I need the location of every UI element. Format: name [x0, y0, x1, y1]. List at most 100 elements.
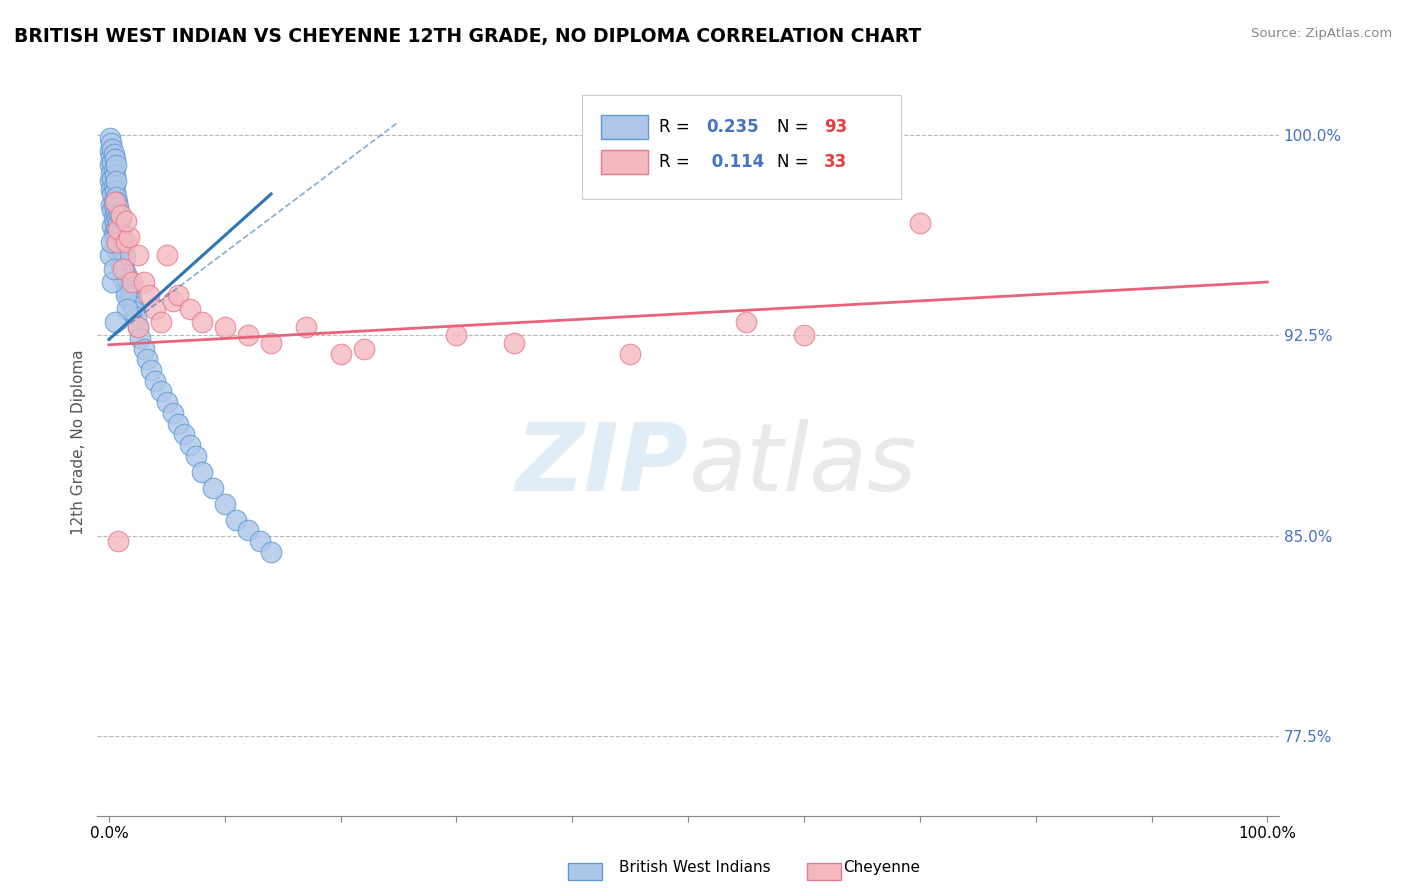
FancyBboxPatch shape: [600, 150, 648, 174]
Text: 33: 33: [824, 153, 848, 171]
Point: [111, 240, 134, 254]
Point: [117, 229, 139, 244]
Point: [111, 251, 134, 265]
Point: [111, 256, 134, 270]
Point: [103, 227, 125, 241]
Text: 0.235: 0.235: [706, 118, 758, 136]
Point: [104, 194, 127, 209]
Point: [104, 232, 127, 246]
Point: [446, 328, 468, 343]
Point: [108, 205, 131, 219]
Point: [139, 363, 162, 377]
Point: [249, 533, 271, 548]
Point: [127, 320, 149, 334]
Text: N =: N =: [776, 118, 814, 136]
Point: [353, 342, 375, 356]
Point: [105, 194, 128, 209]
Point: [111, 235, 134, 249]
Point: [190, 465, 212, 479]
Y-axis label: 12th Grade, No Diploma: 12th Grade, No Diploma: [72, 350, 86, 535]
Point: [101, 142, 124, 156]
Point: [115, 283, 138, 297]
Point: [115, 213, 138, 227]
Point: [105, 235, 128, 249]
Point: [156, 395, 179, 409]
Point: [117, 277, 139, 292]
Point: [132, 342, 155, 356]
Point: [112, 245, 135, 260]
Point: [98, 173, 121, 187]
Text: atlas: atlas: [688, 419, 917, 510]
Point: [117, 272, 139, 286]
Text: Cheyenne: Cheyenne: [844, 861, 921, 875]
Point: [107, 221, 129, 235]
Point: [103, 147, 125, 161]
Point: [98, 248, 121, 262]
Point: [111, 261, 134, 276]
Text: R =: R =: [658, 153, 695, 171]
Point: [117, 293, 139, 308]
Point: [111, 272, 134, 286]
Text: British West Indians: British West Indians: [619, 861, 770, 875]
Point: [115, 267, 138, 281]
Point: [121, 275, 143, 289]
Point: [503, 336, 526, 351]
Point: [104, 221, 127, 235]
Point: [107, 200, 129, 214]
Text: N =: N =: [776, 153, 814, 171]
Point: [101, 202, 124, 217]
Point: [173, 427, 195, 442]
Point: [100, 197, 122, 211]
Point: [104, 169, 127, 183]
Point: [127, 320, 149, 334]
Point: [619, 347, 641, 361]
Point: [115, 235, 138, 249]
Point: [908, 216, 931, 230]
Point: [104, 189, 127, 203]
Text: Source: ZipAtlas.com: Source: ZipAtlas.com: [1251, 27, 1392, 40]
Text: 93: 93: [824, 118, 848, 136]
Point: [114, 267, 136, 281]
Point: [115, 288, 138, 302]
Text: R =: R =: [658, 118, 695, 136]
Point: [214, 320, 236, 334]
Point: [136, 352, 159, 367]
Point: [156, 248, 179, 262]
Point: [127, 248, 149, 262]
Point: [103, 163, 125, 178]
Point: [100, 136, 122, 151]
Point: [167, 417, 190, 431]
Point: [103, 178, 125, 193]
Point: [179, 438, 201, 452]
Point: [104, 200, 127, 214]
Point: [118, 283, 141, 297]
Point: [143, 374, 166, 388]
FancyBboxPatch shape: [582, 95, 901, 199]
Point: [100, 181, 122, 195]
Point: [122, 299, 145, 313]
Point: [104, 173, 127, 187]
Point: [190, 315, 212, 329]
Point: [101, 155, 124, 169]
Point: [184, 449, 207, 463]
Point: [107, 533, 129, 548]
Point: [202, 481, 225, 495]
Point: [329, 347, 352, 361]
Point: [104, 216, 127, 230]
Point: [260, 544, 283, 558]
Point: [236, 328, 259, 343]
Text: BRITISH WEST INDIAN VS CHEYENNE 12TH GRADE, NO DIPLOMA CORRELATION CHART: BRITISH WEST INDIAN VS CHEYENNE 12TH GRA…: [14, 27, 921, 45]
Point: [100, 150, 122, 164]
Point: [138, 288, 160, 302]
Point: [104, 153, 127, 167]
Point: [110, 259, 132, 273]
Point: [104, 184, 127, 198]
Point: [101, 219, 124, 233]
Point: [150, 384, 173, 399]
Point: [117, 301, 139, 316]
Point: [110, 208, 132, 222]
Point: [162, 406, 184, 420]
Text: ZIP: ZIP: [515, 418, 688, 510]
Point: [214, 497, 236, 511]
Point: [179, 301, 201, 316]
